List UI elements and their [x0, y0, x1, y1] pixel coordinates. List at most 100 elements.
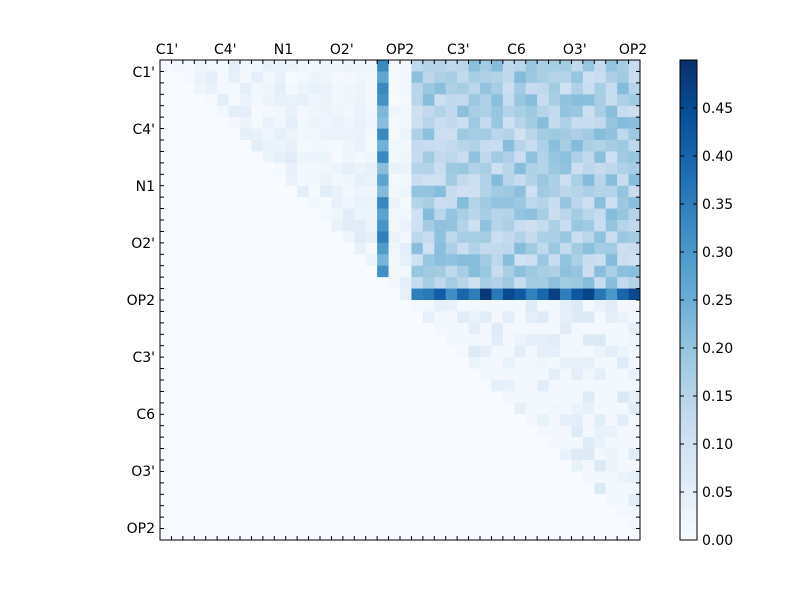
- heatmap-cell: [308, 311, 321, 324]
- heatmap-cell: [514, 162, 527, 175]
- heatmap-cell: [194, 265, 207, 278]
- heatmap-cell: [297, 140, 309, 152]
- heatmap-cell: [594, 460, 607, 472]
- heatmap-cell: [285, 482, 298, 495]
- heatmap-cell: [388, 140, 401, 152]
- heatmap-cell: [262, 345, 275, 358]
- heatmap-cell: [548, 322, 561, 335]
- heatmap-cell: [628, 414, 641, 427]
- heatmap-cell: [582, 117, 595, 129]
- heatmap-cell: [342, 414, 355, 427]
- heatmap-cell: [331, 471, 344, 484]
- heatmap-cell: [377, 414, 389, 427]
- heatmap-cell: [491, 162, 504, 175]
- heatmap-cell: [525, 414, 538, 427]
- heatmap-cell: [354, 357, 367, 369]
- heatmap-cell: [331, 368, 344, 381]
- heatmap-cell: [331, 528, 344, 541]
- heatmap-cell: [240, 311, 252, 324]
- heatmap-cell: [422, 197, 435, 209]
- heatmap-cell: [605, 220, 618, 232]
- heatmap-cell: [354, 505, 367, 518]
- heatmap-cell: [605, 528, 618, 541]
- heatmap-cell: [560, 197, 572, 209]
- heatmap-cell: [400, 368, 412, 381]
- heatmap-cell: [411, 220, 424, 232]
- heatmap-cell: [411, 185, 424, 198]
- heatmap-cell: [274, 391, 287, 404]
- heatmap-cell: [285, 231, 298, 244]
- heatmap-cell: [228, 505, 241, 518]
- heatmap-cell: [251, 185, 264, 198]
- heatmap-cell: [240, 357, 252, 369]
- heatmap-cell: [525, 368, 538, 381]
- heatmap-cell: [388, 128, 401, 141]
- heatmap-cell: [434, 517, 447, 529]
- heatmap-cell: [560, 140, 572, 152]
- heatmap-cell: [205, 197, 218, 209]
- heatmap-cell: [377, 265, 389, 278]
- heatmap-cell: [514, 197, 527, 209]
- heatmap-cell: [434, 208, 447, 221]
- heatmap-cell: [388, 162, 401, 175]
- heatmap-cell: [354, 277, 367, 289]
- heatmap-cell: [285, 334, 298, 347]
- heatmap-cell: [628, 71, 641, 84]
- heatmap-cell: [297, 242, 309, 255]
- heatmap-cell: [274, 494, 287, 507]
- heatmap-cell: [457, 162, 469, 175]
- heatmap-cell: [342, 140, 355, 152]
- heatmap-cell: [388, 368, 401, 381]
- heatmap-cell: [285, 197, 298, 209]
- heatmap-cell: [400, 402, 412, 415]
- heatmap-cell: [445, 128, 458, 141]
- heatmap-cell: [605, 380, 618, 392]
- heatmap-cell: [617, 162, 629, 175]
- heatmap-cell: [617, 517, 629, 529]
- heatmap-cell: [217, 322, 229, 335]
- heatmap-cell: [548, 254, 561, 267]
- heatmap-cell: [240, 71, 252, 84]
- heatmap-cell: [480, 425, 492, 438]
- heatmap-cell: [571, 288, 584, 301]
- heatmap-cell: [354, 460, 367, 472]
- heatmap-cell: [171, 197, 184, 209]
- heatmap-cell: [228, 105, 241, 118]
- heatmap-cell: [297, 82, 309, 95]
- heatmap-cell: [251, 277, 264, 289]
- heatmap-cell: [480, 220, 492, 232]
- heatmap-cell: [514, 174, 527, 187]
- heatmap-cell: [171, 437, 184, 449]
- heatmap-cell: [594, 197, 607, 209]
- heatmap-cell: [240, 460, 252, 472]
- heatmap-cell: [548, 357, 561, 369]
- heatmap-cell: [262, 414, 275, 427]
- heatmap-cell: [400, 494, 412, 507]
- heatmap-cell: [354, 402, 367, 415]
- heatmap-cell: [182, 220, 195, 232]
- heatmap-cell: [468, 197, 481, 209]
- heatmap-cell: [297, 128, 309, 141]
- heatmap-cell: [228, 162, 241, 175]
- heatmap-cell: [377, 71, 389, 84]
- heatmap-cell: [628, 482, 641, 495]
- heatmap-cell: [365, 242, 378, 255]
- heatmap-cell: [468, 368, 481, 381]
- heatmap-cell: [308, 254, 321, 267]
- heatmap-cell: [628, 60, 641, 72]
- heatmap-cell: [171, 254, 184, 267]
- heatmap-cell: [377, 505, 389, 518]
- heatmap-cell: [194, 380, 207, 392]
- heatmap-cell: [617, 471, 629, 484]
- heatmap-cell: [514, 277, 527, 289]
- heatmap-cell: [331, 334, 344, 347]
- heatmap-cell: [445, 528, 458, 541]
- heatmap-cell: [365, 277, 378, 289]
- heatmap-cell: [160, 208, 172, 221]
- heatmap-cell: [537, 345, 549, 358]
- heatmap-cell: [285, 505, 298, 518]
- heatmap-cell: [171, 94, 184, 107]
- heatmap-cell: [525, 471, 538, 484]
- heatmap-cell: [354, 311, 367, 324]
- heatmap-cell: [240, 482, 252, 495]
